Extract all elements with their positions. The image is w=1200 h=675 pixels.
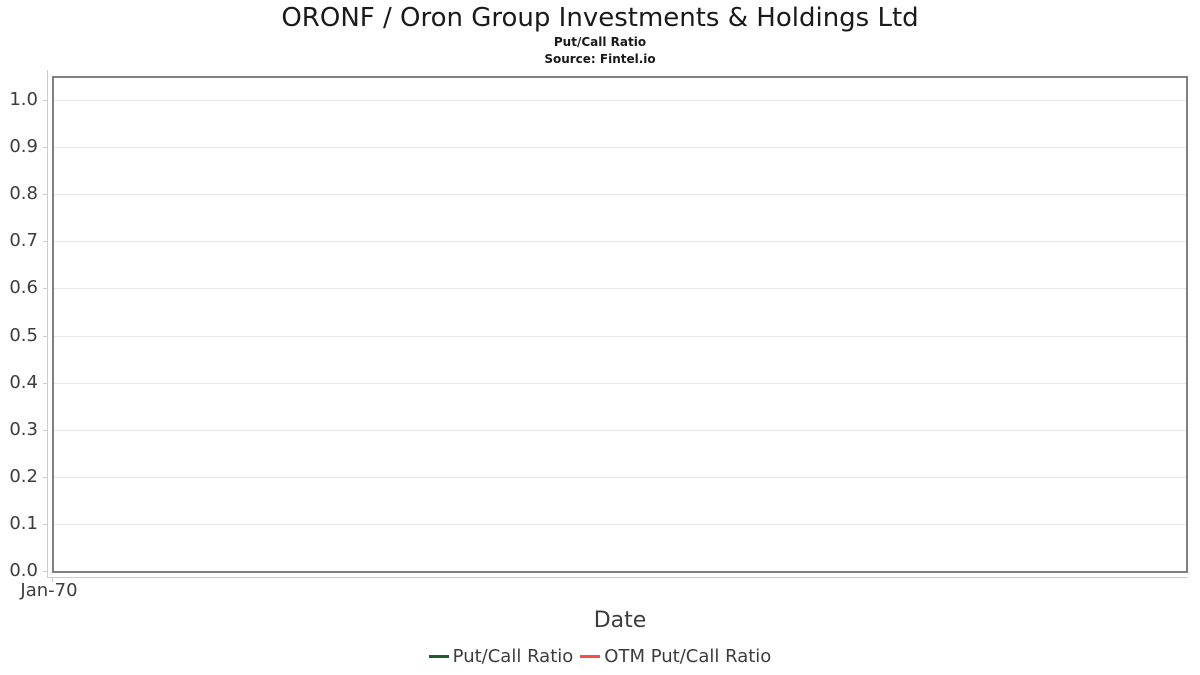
x-axis-title: Date <box>593 608 647 633</box>
x-axis-line <box>47 577 1188 578</box>
y-tick <box>43 147 47 148</box>
y-tick-label: 0.9 <box>9 136 38 157</box>
legend-item[interactable]: OTM Put/Call Ratio <box>580 646 771 667</box>
gridline <box>54 288 1186 289</box>
y-tick <box>43 288 47 289</box>
y-tick-label: 0.5 <box>9 325 38 346</box>
gridline <box>54 194 1186 195</box>
gridline <box>54 336 1186 337</box>
gridline <box>54 100 1186 101</box>
y-axis-line <box>47 70 48 578</box>
y-tick <box>43 477 47 478</box>
y-tick-label: 0.0 <box>9 560 38 581</box>
legend-line-marker <box>580 655 601 658</box>
y-tick <box>43 194 47 195</box>
chart-title: ORONF / Oron Group Investments & Holding… <box>281 3 919 33</box>
y-tick-label: 0.8 <box>9 183 38 204</box>
y-tick-label: 0.1 <box>9 513 38 534</box>
gridline <box>54 383 1186 384</box>
x-axis-tick <box>52 577 53 582</box>
gridline <box>54 430 1186 431</box>
chart-subtitle: Put/Call Ratio <box>553 35 647 49</box>
y-tick <box>43 241 47 242</box>
y-tick-label: 0.3 <box>9 419 38 440</box>
y-tick-label: 1.0 <box>9 89 38 110</box>
y-tick <box>43 430 47 431</box>
y-tick-label: 0.6 <box>9 277 38 298</box>
plot-area <box>52 76 1188 573</box>
y-tick <box>43 383 47 384</box>
y-tick <box>43 100 47 101</box>
legend-label: OTM Put/Call Ratio <box>604 646 772 667</box>
legend: Put/Call Ratio OTM Put/Call Ratio <box>0 646 1200 667</box>
y-tick-label: 0.7 <box>9 230 38 251</box>
gridline <box>54 241 1186 242</box>
gridline <box>54 147 1186 148</box>
y-tick-label: 0.4 <box>9 372 38 393</box>
gridline <box>54 524 1186 525</box>
chart-source-label: Source: Fintel.io <box>544 52 656 66</box>
y-tick <box>43 336 47 337</box>
legend-item[interactable]: Put/Call Ratio <box>428 646 574 667</box>
legend-label: Put/Call Ratio <box>452 646 574 667</box>
x-tick-label: Jan-70 <box>20 580 78 601</box>
y-tick <box>43 524 47 525</box>
gridline <box>54 477 1186 478</box>
y-tick-label: 0.2 <box>9 466 38 487</box>
y-tick <box>43 571 47 572</box>
legend-line-marker <box>428 655 449 658</box>
